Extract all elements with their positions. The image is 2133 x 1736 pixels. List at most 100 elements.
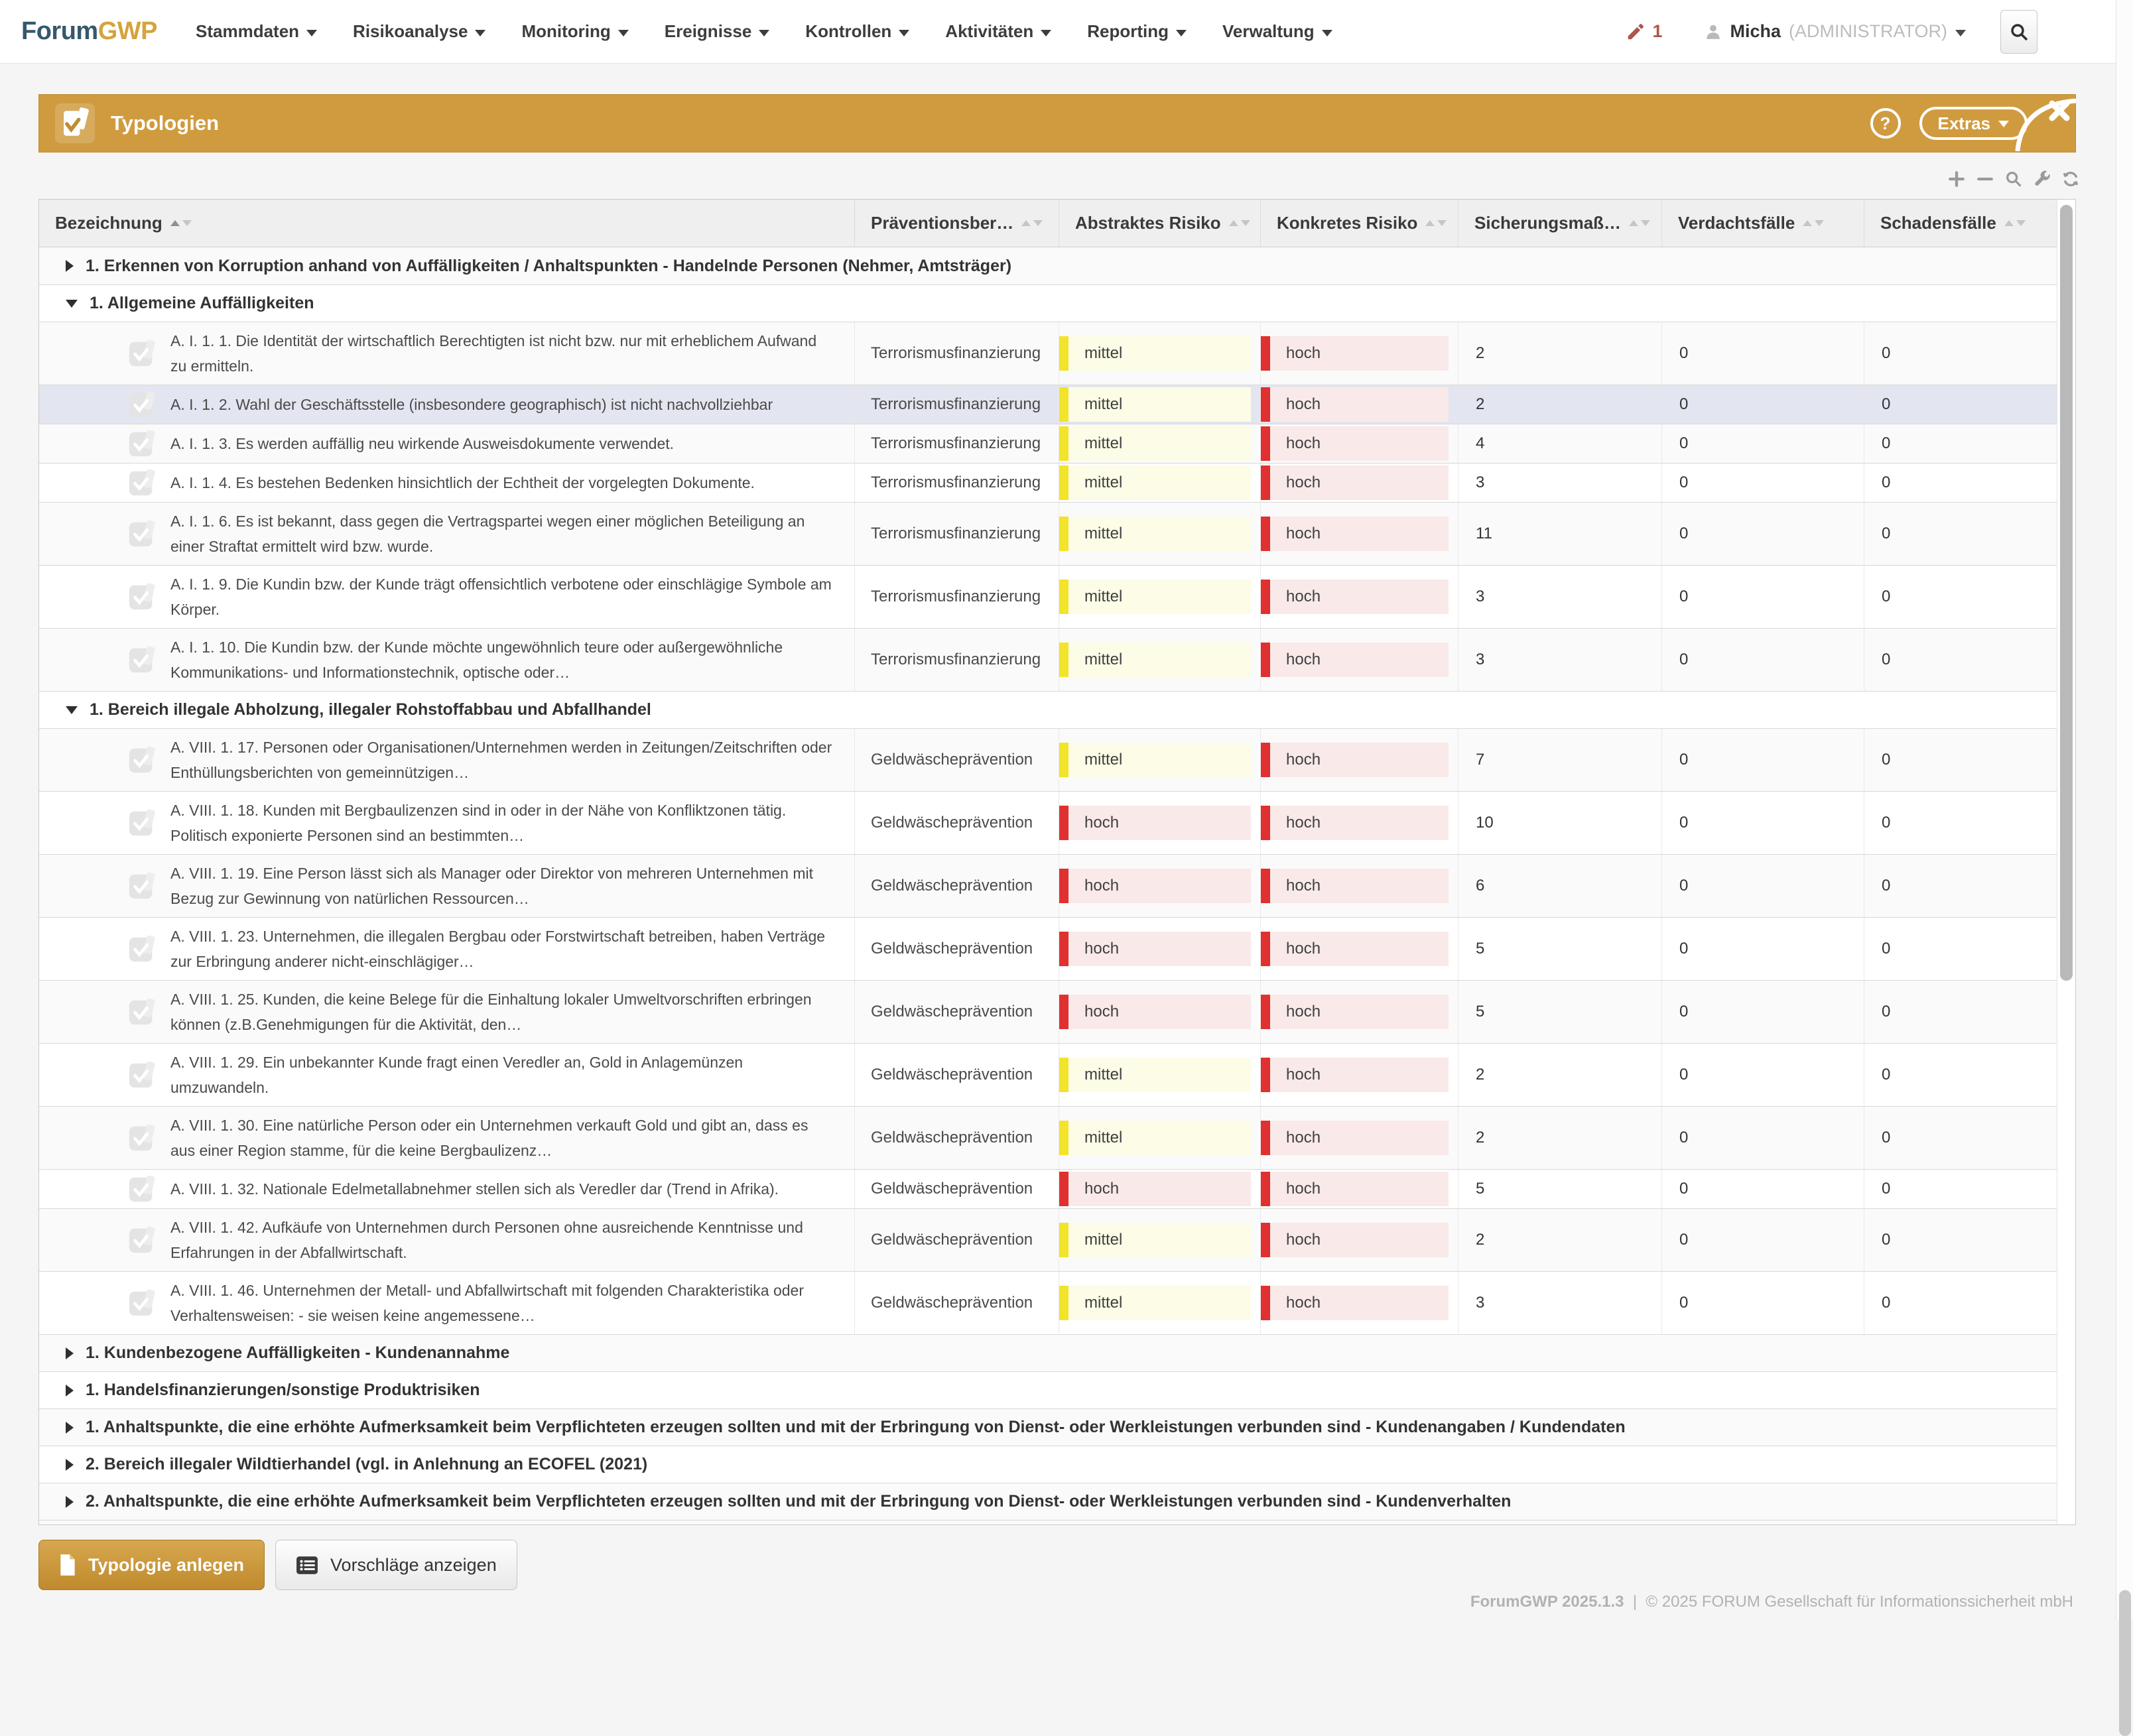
concrete-risk-cell: hoch (1261, 322, 1458, 385)
column-header-schadensfaelle[interactable]: Schadensfälle (1864, 200, 2057, 247)
risk-badge: hoch (1261, 743, 1449, 777)
typology-name[interactable]: A. I. 1. 1. Die Identität der wirtschaft… (170, 332, 817, 375)
nav-item-risikoanalyse[interactable]: Risikoanalyse (353, 21, 486, 42)
typology-icon (128, 934, 157, 963)
expand-group-icon[interactable] (66, 1347, 74, 1359)
typology-name[interactable]: A. VIII. 1. 19. Eine Person lässt sich a… (170, 865, 813, 907)
column-header-abstraktes-risiko[interactable]: Abstraktes Risiko (1059, 200, 1261, 247)
typology-icon (128, 745, 157, 775)
typology-name[interactable]: A. VIII. 1. 17. Personen oder Organisati… (170, 739, 832, 781)
wrench-icon[interactable] (2033, 170, 2051, 188)
expand-group-icon[interactable] (66, 1421, 74, 1434)
risk-badge: hoch (1261, 336, 1449, 371)
group-row[interactable]: 1. Kundenbezogene Auffälligkeiten - Kund… (39, 1334, 2057, 1371)
page-scrollbar-thumb[interactable] (2119, 1590, 2131, 1736)
collapse-group-icon[interactable] (66, 299, 78, 308)
typology-name[interactable]: A. VIII. 1. 30. Eine natürliche Person o… (170, 1117, 808, 1159)
typology-name[interactable]: A. I. 1. 9. Die Kundin bzw. der Kunde tr… (170, 576, 832, 618)
column-header-konkretes-risiko[interactable]: Konkretes Risiko (1261, 200, 1458, 247)
group-row[interactable]: 1. Handelsfinanzierungen/sonstige Produk… (39, 1371, 2057, 1408)
typology-row[interactable]: A. VIII. 1. 32. Nationale Edelmetallabne… (39, 1169, 2057, 1208)
safeguards-count-cell: 10 (1458, 792, 1662, 854)
nav-item-aktivitaeten[interactable]: Aktivitäten (945, 21, 1052, 42)
show-suggestions-button[interactable]: Vorschläge anzeigen (275, 1540, 517, 1590)
typology-row[interactable]: A. VIII. 1. 17. Personen oder Organisati… (39, 728, 2057, 791)
table-scrollbar[interactable] (2057, 200, 2075, 1524)
typology-icon (128, 997, 157, 1026)
column-header-praeventionsbereich[interactable]: Präventionsber… (855, 200, 1059, 247)
typology-row[interactable]: A. VIII. 1. 23. Unternehmen, die illegal… (39, 917, 2057, 980)
group-row[interactable]: 1. Anhaltspunkte, die eine erhöhte Aufme… (39, 1408, 2057, 1446)
typology-name[interactable]: A. I. 1. 4. Es bestehen Bedenken hinsich… (170, 474, 755, 491)
group-row[interactable]: 1. Allgemeine Auffälligkeiten (39, 284, 2057, 322)
typology-name[interactable]: A. VIII. 1. 25. Kunden, die keine Belege… (170, 991, 812, 1033)
global-search-button[interactable] (2000, 9, 2037, 54)
typology-row[interactable]: A. VIII. 1. 46. Unternehmen der Metall- … (39, 1271, 2057, 1334)
add-icon[interactable] (1947, 170, 1966, 188)
collapse-group-icon[interactable] (66, 706, 78, 714)
edit-indicator[interactable]: 1 (1626, 21, 1662, 42)
typology-row[interactable]: A. VIII. 1. 19. Eine Person lässt sich a… (39, 854, 2057, 917)
user-menu[interactable]: Micha (ADMINISTRATOR) (1705, 21, 1966, 42)
group-row[interactable]: 1. Erkennen von Korruption anhand von Au… (39, 247, 2057, 284)
typology-name[interactable]: A. I. 1. 10. Die Kundin bzw. der Kunde m… (170, 639, 783, 681)
typology-row[interactable]: A. VIII. 1. 18. Kunden mit Bergbaulizenz… (39, 791, 2057, 854)
nav-item-ereignisse[interactable]: Ereignisse (665, 21, 770, 42)
typology-row[interactable]: A. I. 1. 9. Die Kundin bzw. der Kunde tr… (39, 565, 2057, 628)
safeguards-count-cell: 3 (1458, 1272, 1662, 1334)
refresh-icon[interactable] (2061, 170, 2080, 188)
typology-icon (128, 808, 157, 837)
typology-row[interactable]: A. I. 1. 10. Die Kundin bzw. der Kunde m… (39, 628, 2057, 691)
prevention-area-cell: Terrorismusfinanzierung (855, 424, 1059, 463)
typology-row[interactable]: A. I. 1. 1. Die Identität der wirtschaft… (39, 322, 2057, 385)
typology-row[interactable]: A. I. 1. 4. Es bestehen Bedenken hinsich… (39, 463, 2057, 502)
typology-name[interactable]: A. VIII. 1. 18. Kunden mit Bergbaulizenz… (170, 802, 787, 844)
column-header-sicherungsmassnahmen[interactable]: Sicherungsmaß… (1458, 200, 1662, 247)
help-button[interactable]: ? (1870, 108, 1901, 139)
typology-name[interactable]: A. VIII. 1. 42. Aufkäufe von Unternehmen… (170, 1219, 803, 1261)
nav-item-kontrollen[interactable]: Kontrollen (805, 21, 910, 42)
typology-name[interactable]: A. VIII. 1. 29. Ein unbekannter Kunde fr… (170, 1054, 743, 1096)
column-header-verdachtsfaelle[interactable]: Verdachtsfälle (1662, 200, 1864, 247)
typology-row[interactable]: A. VIII. 1. 30. Eine natürliche Person o… (39, 1106, 2057, 1169)
typology-name[interactable]: A. I. 1. 2. Wahl der Geschäftsstelle (in… (170, 396, 773, 413)
expand-group-icon[interactable] (66, 1495, 74, 1508)
sort-icons (1021, 220, 1043, 226)
typology-name[interactable]: A. I. 1. 3. Es werden auffällig neu wirk… (170, 435, 675, 452)
typology-name-cell: A. I. 1. 6. Es ist bekannt, dass gegen d… (39, 503, 855, 565)
page-scrollbar[interactable] (2116, 0, 2133, 1736)
nav-item-stammdaten[interactable]: Stammdaten (196, 21, 318, 42)
typology-name[interactable]: A. VIII. 1. 32. Nationale Edelmetallabne… (170, 1180, 779, 1198)
prevention-area-cell: Terrorismusfinanzierung (855, 503, 1059, 565)
typology-name[interactable]: A. I. 1. 6. Es ist bekannt, dass gegen d… (170, 513, 805, 555)
close-panel-button[interactable] (2012, 94, 2077, 152)
nav-item-monitoring[interactable]: Monitoring (521, 21, 629, 42)
safeguards-count-cell: 2 (1458, 1044, 1662, 1106)
group-row[interactable]: 2. Anhaltspunkte, die eine erhöhte Aufme… (39, 1483, 2057, 1520)
search-icon[interactable] (2004, 170, 2023, 188)
typology-row[interactable]: A. I. 1. 2. Wahl der Geschäftsstelle (in… (39, 385, 2057, 424)
extras-button[interactable]: Extras (1919, 107, 2028, 140)
expand-group-icon[interactable] (66, 260, 74, 272)
chevron-down-icon (1175, 29, 1187, 36)
typology-name[interactable]: A. VIII. 1. 23. Unternehmen, die illegal… (170, 928, 826, 970)
typology-row[interactable]: A. VIII. 1. 29. Ein unbekannter Kunde fr… (39, 1043, 2057, 1106)
create-typology-button[interactable]: Typologie anlegen (38, 1540, 265, 1590)
nav-item-reporting[interactable]: Reporting (1087, 21, 1187, 42)
typology-name-cell: A. I. 1. 1. Die Identität der wirtschaft… (39, 322, 855, 385)
table-scrollbar-thumb[interactable] (2060, 205, 2073, 981)
remove-icon[interactable] (1976, 170, 1994, 188)
nav-item-verwaltung[interactable]: Verwaltung (1222, 21, 1332, 42)
typology-row[interactable]: A. VIII. 1. 42. Aufkäufe von Unternehmen… (39, 1208, 2057, 1271)
group-row[interactable]: 1. Bereich illegale Abholzung, illegaler… (39, 691, 2057, 728)
expand-group-icon[interactable] (66, 1458, 74, 1471)
typology-row[interactable]: A. I. 1. 3. Es werden auffällig neu wirk… (39, 424, 2057, 463)
typology-row[interactable]: A. VIII. 1. 25. Kunden, die keine Belege… (39, 980, 2057, 1043)
typology-row[interactable]: A. I. 1. 6. Es ist bekannt, dass gegen d… (39, 502, 2057, 565)
column-header-bezeichnung[interactable]: Bezeichnung (39, 200, 855, 247)
typology-name[interactable]: A. VIII. 1. 46. Unternehmen der Metall- … (170, 1282, 804, 1324)
app-logo[interactable]: ForumGWP (21, 17, 158, 46)
group-row[interactable]: 2. Bereich illegaler Wildtierhandel (vgl… (39, 1446, 2057, 1483)
expand-group-icon[interactable] (66, 1384, 74, 1396)
typology-icon (128, 645, 157, 674)
